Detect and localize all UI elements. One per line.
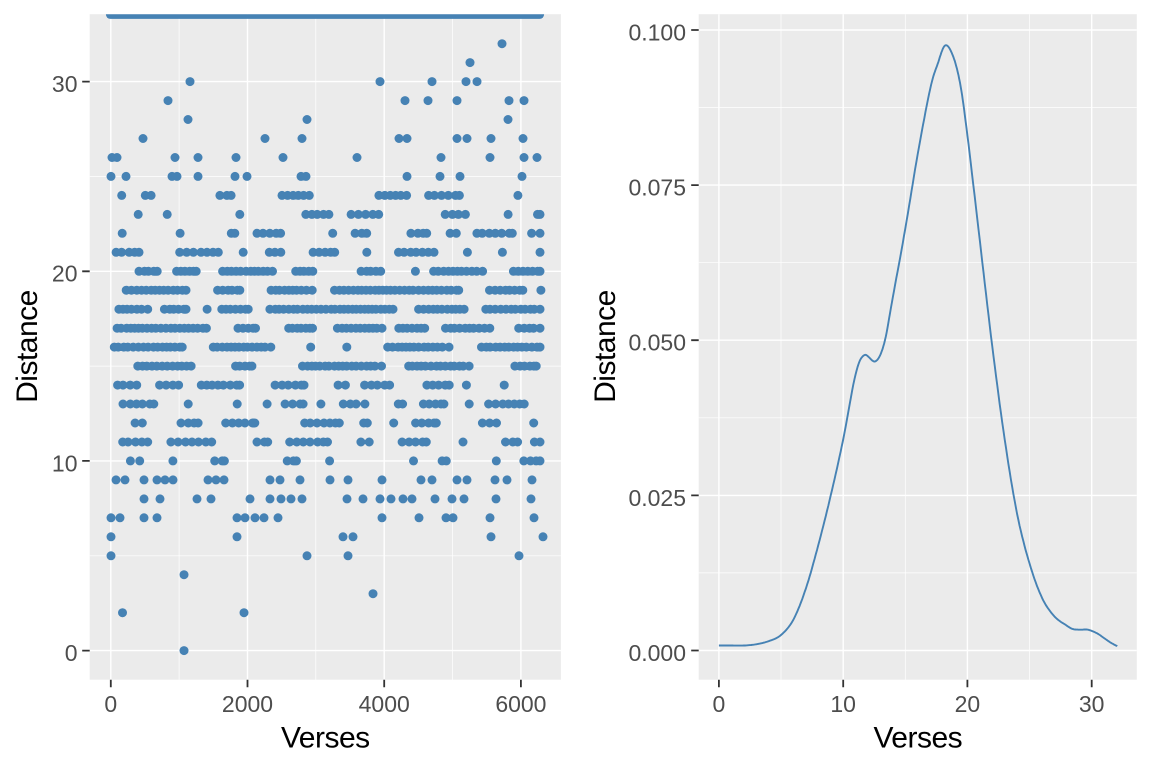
svg-text:20: 20 [52,261,78,287]
svg-text:Verses: Verses [281,722,370,755]
svg-text:10: 10 [52,450,78,476]
svg-text:0.075: 0.075 [628,175,686,201]
svg-text:0.000: 0.000 [628,640,686,666]
svg-text:Distance: Distance [589,290,622,403]
svg-text:0.025: 0.025 [628,485,686,511]
svg-text:0: 0 [65,640,78,666]
svg-text:30: 30 [52,71,78,97]
svg-text:2000: 2000 [222,691,273,717]
svg-text:0.050: 0.050 [628,330,686,356]
svg-text:0: 0 [104,691,117,717]
svg-text:10: 10 [830,691,856,717]
svg-text:4000: 4000 [359,691,410,717]
svg-text:0.100: 0.100 [628,19,686,45]
svg-text:Verses: Verses [873,722,962,755]
svg-text:30: 30 [1079,691,1105,717]
svg-text:0: 0 [713,691,726,717]
svg-text:6000: 6000 [495,691,546,717]
svg-text:20: 20 [955,691,981,717]
svg-text:Distance: Distance [11,290,44,403]
